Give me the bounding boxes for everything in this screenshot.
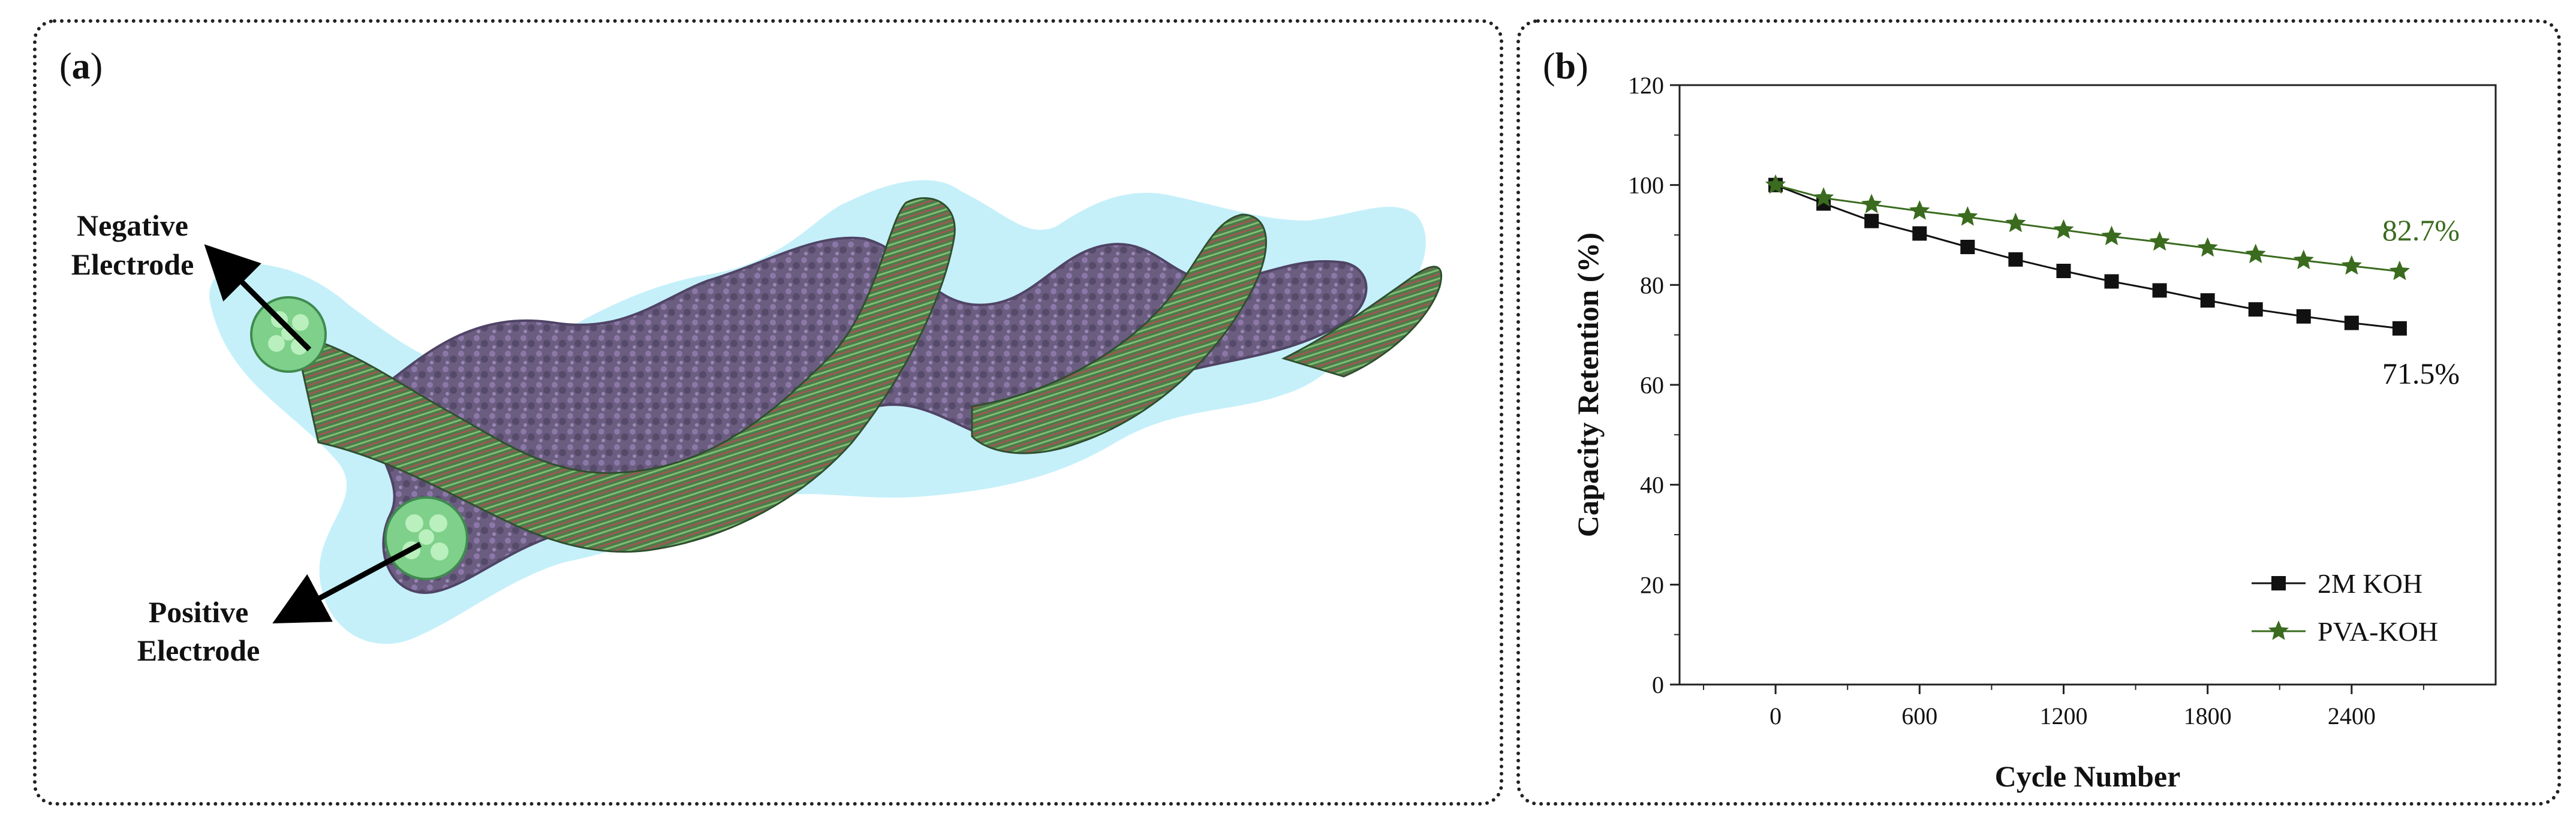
data-point: [1864, 213, 1879, 228]
chart-legend: 2M KOH PVA-KOH: [2252, 568, 2438, 647]
data-point: [2296, 309, 2311, 324]
data-point: [2341, 255, 2362, 275]
striped-fiber-coil-3: [1281, 266, 1443, 378]
data-point: [1957, 206, 1978, 226]
data-point: [2389, 260, 2410, 281]
data-point: [2245, 243, 2266, 264]
x-tick-label: 0: [1770, 703, 1781, 730]
series-line-1: [1775, 184, 2400, 273]
y-tick-label: 0: [1652, 671, 1664, 698]
data-point: [1765, 174, 1786, 194]
data-point: [2344, 315, 2359, 330]
panel-a-label: (a): [59, 46, 103, 87]
data-point: [2053, 219, 2074, 239]
negative-electrode-label-line1: Negative: [77, 209, 188, 242]
data-point: [1909, 200, 1930, 220]
negative-electrode-bundle: [250, 296, 327, 373]
data-point: [2101, 225, 2122, 246]
y-tick-label: 40: [1640, 472, 1664, 499]
data-point: [2200, 293, 2215, 308]
data-point: [1912, 226, 1927, 241]
chart-series: [1765, 174, 2410, 336]
negative-electrode-arrow: [204, 244, 312, 352]
positive-electrode-arrow: [272, 542, 422, 623]
data-point: [2104, 274, 2119, 289]
data-point: [2392, 321, 2407, 336]
x-tick-label: 1200: [2039, 703, 2087, 730]
data-point: [2008, 252, 2023, 267]
y-tick-label: 80: [1640, 272, 1664, 299]
data-point: [2248, 302, 2263, 317]
data-point: [1960, 240, 1975, 254]
legend-marker: [2268, 620, 2289, 640]
annotation-label: 71.5%: [2382, 357, 2460, 390]
x-axis-title: Cycle Number: [1995, 759, 2181, 793]
positive-electrode-label-line2: Electrode: [137, 634, 260, 667]
positive-electrode-label-line1: Positive: [149, 595, 249, 629]
data-point: [2149, 231, 2170, 251]
panel-b-label: (b): [1543, 46, 1588, 87]
y-tick-label: 100: [1628, 172, 1664, 199]
chart-annotations: 82.7% 71.5%: [2382, 213, 2460, 390]
data-point: [1861, 194, 1882, 213]
panel-b-chart: (b) 0 20 40 60 80 100 120 0 600 1200 1800 2400 82.7…: [1516, 19, 2561, 806]
negative-electrode-label-line2: Electrode: [71, 248, 194, 281]
data-point: [2197, 237, 2218, 257]
striped-fiber: [293, 197, 956, 553]
x-tick-label: 600: [1901, 703, 1937, 730]
data-point: [1813, 187, 1834, 207]
y-axis-title: Capacity Retention (%): [1571, 233, 1605, 537]
y-tick-label: 20: [1640, 571, 1664, 598]
y-tick-label: 120: [1628, 72, 1664, 99]
data-point: [2293, 249, 2314, 270]
data-point: [2056, 264, 2071, 278]
data-point: [2005, 212, 2026, 233]
positive-electrode-bundle: [384, 496, 468, 580]
series-line-0: [1775, 184, 2400, 330]
annotation-label: 82.7%: [2382, 213, 2460, 247]
striped-fiber-coil-2: [971, 213, 1267, 454]
x-tick-label: 2400: [2328, 703, 2376, 730]
electrode-illustration: Negative Electrode Positive Electrode: [71, 180, 1443, 667]
legend-label: PVA-KOH: [2318, 616, 2438, 647]
x-tick-label: 1800: [2184, 703, 2232, 730]
y-tick-label: 60: [1640, 372, 1664, 399]
panel-a-schematic: (a): [33, 19, 1503, 806]
legend-label: 2M KOH: [2318, 568, 2422, 599]
legend-marker: [2271, 576, 2286, 590]
data-point: [2152, 283, 2167, 298]
